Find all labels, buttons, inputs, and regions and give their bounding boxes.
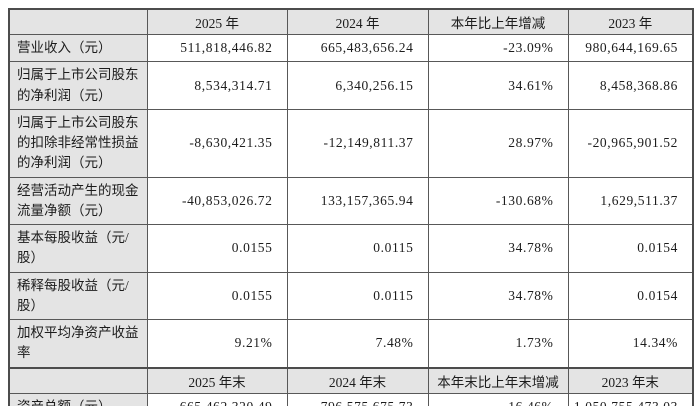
header-empty-cell — [8, 8, 148, 35]
table-row-total-assets: 资产总额（元） 665,462,320.49 796,575,675.73 -1… — [8, 392, 694, 406]
value-2023: -20,965,901.52 — [567, 108, 694, 178]
value-2023: 0.0154 — [567, 271, 694, 320]
row-label: 稀释每股收益（元/股） — [8, 271, 148, 320]
header-yoy-change: 本年比上年增减 — [427, 8, 569, 35]
table-row-revenue: 营业收入（元） 511,818,446.82 665,483,656.24 -2… — [8, 33, 694, 63]
header-2025-end: 2025 年末 — [146, 366, 288, 394]
row-label: 加权平均净资产收益率 — [8, 319, 148, 368]
header-empty-cell — [8, 366, 148, 394]
table-row-net-profit-excl-nonrecurring: 归属于上市公司股东的扣除非经常性损益的净利润（元） -8,630,421.35 … — [8, 108, 694, 178]
value-2023-end: 1,050,755,473.03 — [567, 392, 694, 406]
value-2024: 0.0115 — [286, 224, 429, 273]
value-2023: 14.34% — [567, 319, 694, 368]
value-2024: 6,340,256.15 — [286, 61, 429, 110]
value-2025: 8,534,314.71 — [146, 61, 288, 110]
row-label: 归属于上市公司股东的扣除非经常性损益的净利润（元） — [8, 108, 148, 178]
value-2024: 133,157,365.94 — [286, 176, 429, 225]
value-2025: -8,630,421.35 — [146, 108, 288, 178]
value-2023: 980,644,169.65 — [567, 33, 694, 63]
header-2023-end: 2023 年末 — [567, 366, 694, 394]
value-2024: 0.0115 — [286, 271, 429, 320]
value-2023: 0.0154 — [567, 224, 694, 273]
header-2024: 2024 年 — [286, 8, 429, 35]
value-2023: 1,629,511.37 — [567, 176, 694, 225]
period-header-row: 2025 年 2024 年 本年比上年增减 2023 年 — [8, 8, 694, 35]
table-row-weighted-avg-roe: 加权平均净资产收益率 9.21% 7.48% 1.73% 14.34% — [8, 319, 694, 368]
value-change: 34.61% — [427, 61, 569, 110]
value-change: -16.46% — [427, 392, 569, 406]
table-row-operating-cash-flow: 经营活动产生的现金流量净额（元） -40,853,026.72 133,157,… — [8, 176, 694, 225]
value-2024: 665,483,656.24 — [286, 33, 429, 63]
table-row-diluted-eps: 稀释每股收益（元/股） 0.0155 0.0115 34.78% 0.0154 — [8, 271, 694, 320]
value-2024-end: 796,575,675.73 — [286, 392, 429, 406]
value-change: -130.68% — [427, 176, 569, 225]
value-2024: 7.48% — [286, 319, 429, 368]
value-change: 1.73% — [427, 319, 569, 368]
value-2023: 8,458,368.86 — [567, 61, 694, 110]
value-2024: -12,149,811.37 — [286, 108, 429, 178]
value-2025-end: 665,462,320.49 — [146, 392, 288, 406]
row-label: 资产总额（元） — [8, 392, 148, 406]
value-2025: -40,853,026.72 — [146, 176, 288, 225]
value-change: -23.09% — [427, 33, 569, 63]
row-label: 基本每股收益（元/股） — [8, 224, 148, 273]
value-2025: 511,818,446.82 — [146, 33, 288, 63]
row-label: 营业收入（元） — [8, 33, 148, 63]
header-2024-end: 2024 年末 — [286, 366, 429, 394]
header-end-change: 本年末比上年末增减 — [427, 366, 569, 394]
header-2023: 2023 年 — [567, 8, 694, 35]
value-2025: 0.0155 — [146, 224, 288, 273]
period-end-header-row: 2025 年末 2024 年末 本年末比上年末增减 2023 年末 — [8, 366, 694, 394]
header-2025: 2025 年 — [146, 8, 288, 35]
row-label: 归属于上市公司股东的净利润（元） — [8, 61, 148, 110]
value-2025: 0.0155 — [146, 271, 288, 320]
value-change: 28.97% — [427, 108, 569, 178]
table-row-basic-eps: 基本每股收益（元/股） 0.0155 0.0115 34.78% 0.0154 — [8, 224, 694, 273]
value-change: 34.78% — [427, 271, 569, 320]
row-label: 经营活动产生的现金流量净额（元） — [8, 176, 148, 225]
value-2025: 9.21% — [146, 319, 288, 368]
table-row-net-profit: 归属于上市公司股东的净利润（元） 8,534,314.71 6,340,256.… — [8, 61, 694, 110]
financial-summary-table: 2025 年 2024 年 本年比上年增减 2023 年 营业收入（元） 511… — [8, 8, 694, 406]
value-change: 34.78% — [427, 224, 569, 273]
